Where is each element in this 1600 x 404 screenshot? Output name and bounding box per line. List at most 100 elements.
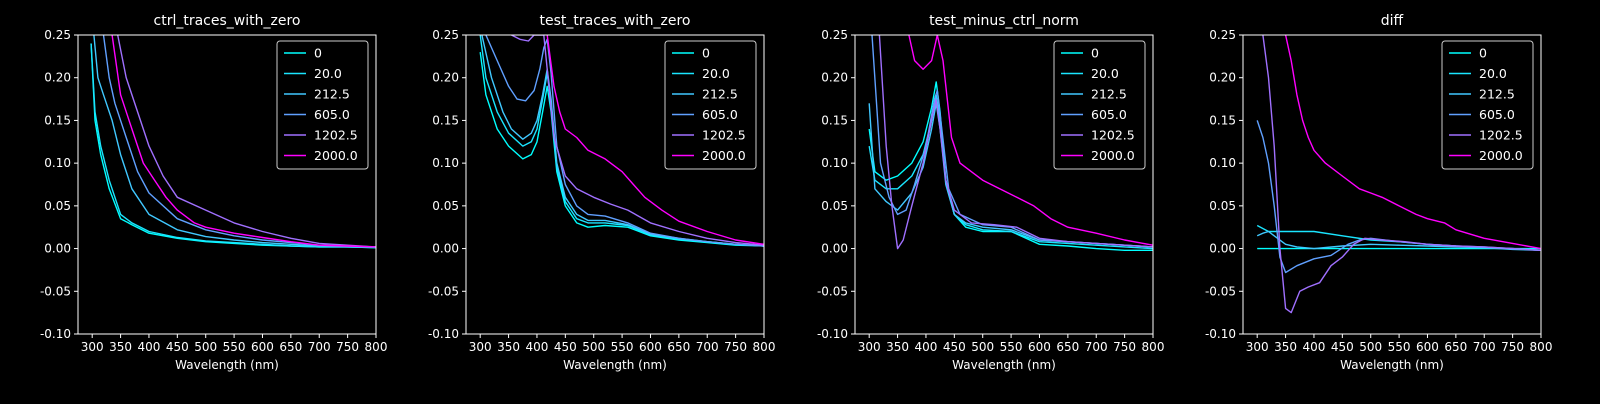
legend-label: 0 bbox=[1479, 46, 1487, 61]
x-tick-label: 600 bbox=[1416, 340, 1439, 354]
x-tick-label: 750 bbox=[336, 340, 359, 354]
series-line-2000.0 bbox=[546, 35, 764, 245]
legend-label: 20.0 bbox=[314, 66, 342, 81]
series-line-212.5 bbox=[93, 35, 376, 248]
chart-panel-1: ctrl_traces_with_zero 300 350 400 450 500 550 6… bbox=[40, 13, 388, 372]
y-tick-label: -0.10 bbox=[1205, 327, 1236, 341]
legend-label: 605.0 bbox=[702, 107, 738, 122]
x-tick-label: 750 bbox=[724, 340, 747, 354]
y-tick-label: 0.20 bbox=[821, 71, 848, 85]
legend: 0 20.0 212.5 605.0 1202.5 2000.0 bbox=[276, 40, 369, 170]
y-tick-label: 0.20 bbox=[432, 71, 459, 85]
y-tick-label: 0.00 bbox=[432, 242, 459, 256]
chart-panel-3: test_minus_ctrl_norm 300 350 400 450 500 550 60… bbox=[817, 13, 1165, 372]
series-line-2000.0 bbox=[111, 35, 376, 248]
x-tick-label: 650 bbox=[1056, 340, 1079, 354]
x-tick-label: 600 bbox=[251, 340, 274, 354]
axes-frame bbox=[1242, 34, 1542, 335]
chart-title: ctrl_traces_with_zero bbox=[154, 13, 301, 29]
x-tick-label: 400 bbox=[137, 340, 160, 354]
x-tick-label: 300 bbox=[1246, 340, 1269, 354]
y-tick-label: 0.10 bbox=[1209, 156, 1236, 170]
x-tick-label: 400 bbox=[1302, 340, 1325, 354]
x-axis-label: Wavelength (nm) bbox=[952, 358, 1056, 372]
x-tick-label: 450 bbox=[1331, 340, 1354, 354]
legend-label: 20.0 bbox=[1091, 66, 1119, 81]
x-axis-label: Wavelength (nm) bbox=[1340, 358, 1444, 372]
x-tick-label: 700 bbox=[308, 340, 331, 354]
legend-label: 2000.0 bbox=[702, 148, 746, 163]
legend: 0 20.0 212.5 605.0 1202.5 2000.0 bbox=[664, 40, 757, 170]
x-tick-label: 600 bbox=[639, 340, 662, 354]
x-tick-label: 400 bbox=[525, 340, 548, 354]
chart-panel-4: diff 300 350 400 450 500 550 600 650 700 750 800 -0.… bbox=[1205, 13, 1553, 372]
x-tick-label: 550 bbox=[611, 340, 634, 354]
series-line-20.0 bbox=[479, 35, 764, 247]
y-tick-label: 0.15 bbox=[1209, 113, 1236, 127]
series-line-1202.5 bbox=[117, 35, 376, 248]
legend-label: 1202.5 bbox=[1479, 128, 1523, 143]
y-tick-label: 0.25 bbox=[432, 28, 459, 42]
x-tick-label: 300 bbox=[858, 340, 881, 354]
x-axis-label: Wavelength (nm) bbox=[563, 358, 667, 372]
series-line-2000.0 bbox=[1284, 35, 1541, 250]
legend-label: 0 bbox=[702, 46, 710, 61]
y-tick-label: 0.15 bbox=[44, 113, 71, 127]
x-tick-label: 500 bbox=[1359, 340, 1382, 354]
y-tick-label: -0.10 bbox=[40, 327, 71, 341]
x-tick-label: 300 bbox=[469, 340, 492, 354]
axes-frame bbox=[77, 34, 377, 335]
x-tick-label: 350 bbox=[1274, 340, 1297, 354]
x-tick-label: 750 bbox=[1113, 340, 1136, 354]
legend-label: 20.0 bbox=[1479, 66, 1507, 81]
legend-label: 212.5 bbox=[702, 87, 738, 102]
x-tick-label: 300 bbox=[81, 340, 104, 354]
legend: 0 20.0 212.5 605.0 1202.5 2000.0 bbox=[1053, 40, 1146, 170]
y-tick-label: 0.20 bbox=[1209, 71, 1236, 85]
x-tick-label: 700 bbox=[1085, 340, 1108, 354]
series-line-1202.5 bbox=[878, 35, 1153, 250]
chart-title: test_minus_ctrl_norm bbox=[929, 13, 1079, 29]
y-tick-label: 0.25 bbox=[821, 28, 848, 42]
x-tick-label: 500 bbox=[194, 340, 217, 354]
legend-label: 2000.0 bbox=[314, 148, 358, 163]
x-tick-label: 350 bbox=[886, 340, 909, 354]
y-tick-label: 0.10 bbox=[432, 156, 459, 170]
y-tick-label: 0.15 bbox=[821, 113, 848, 127]
y-tick-label: -0.10 bbox=[817, 327, 848, 341]
x-tick-label: 650 bbox=[1444, 340, 1467, 354]
x-tick-label: 500 bbox=[971, 340, 994, 354]
x-tick-label: 600 bbox=[1028, 340, 1051, 354]
y-tick-label: -0.05 bbox=[817, 284, 848, 298]
y-tick-label: -0.05 bbox=[428, 284, 459, 298]
y-tick-label: 0.00 bbox=[44, 242, 71, 256]
plot-area bbox=[90, 35, 376, 249]
x-tick-label: 350 bbox=[497, 340, 520, 354]
x-tick-label: 700 bbox=[1473, 340, 1496, 354]
y-tick-label: 0.00 bbox=[821, 242, 848, 256]
y-tick-label: 0.10 bbox=[44, 156, 71, 170]
series-line-1202.5 bbox=[511, 35, 764, 246]
x-tick-label: 450 bbox=[554, 340, 577, 354]
series-line-1202.5 bbox=[1262, 35, 1541, 314]
y-tick-label: 0.10 bbox=[821, 156, 848, 170]
y-tick-label: -0.10 bbox=[428, 327, 459, 341]
y-tick-label: 0.15 bbox=[432, 113, 459, 127]
series-line-20.0 bbox=[90, 43, 376, 249]
x-tick-label: 800 bbox=[1530, 340, 1553, 354]
legend-label: 20.0 bbox=[702, 66, 730, 81]
x-tick-label: 450 bbox=[166, 340, 189, 354]
y-tick-label: 0.25 bbox=[44, 28, 71, 42]
series-line-212.5 bbox=[1256, 230, 1541, 251]
axes-frame bbox=[854, 34, 1154, 335]
plot-area bbox=[479, 35, 764, 247]
x-tick-label: 750 bbox=[1501, 340, 1524, 354]
x-axis-label: Wavelength (nm) bbox=[175, 358, 279, 372]
y-tick-label: -0.05 bbox=[1205, 284, 1236, 298]
y-tick-label: 0.05 bbox=[44, 199, 71, 213]
x-tick-label: 450 bbox=[943, 340, 966, 354]
x-tick-label: 400 bbox=[914, 340, 937, 354]
y-tick-label: 0.00 bbox=[1209, 242, 1236, 256]
